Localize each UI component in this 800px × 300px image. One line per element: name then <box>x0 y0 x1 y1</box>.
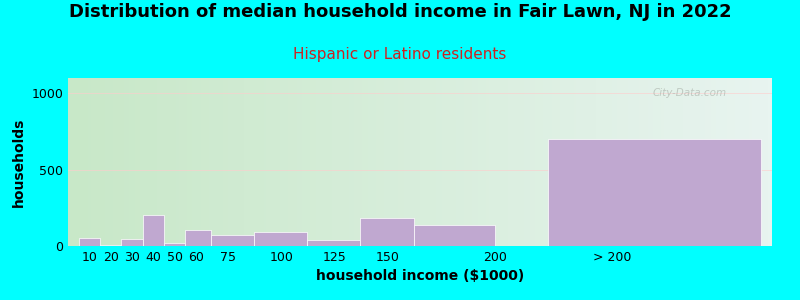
Y-axis label: households: households <box>12 117 26 207</box>
Bar <box>548 139 762 246</box>
Bar <box>122 239 142 246</box>
Bar <box>186 230 211 246</box>
Bar <box>254 232 307 246</box>
Bar <box>414 225 494 246</box>
X-axis label: household income ($1000): household income ($1000) <box>316 269 524 284</box>
Text: Distribution of median household income in Fair Lawn, NJ in 2022: Distribution of median household income … <box>69 3 731 21</box>
Bar <box>142 215 164 246</box>
Bar <box>100 245 122 246</box>
Bar <box>360 218 414 246</box>
Text: Hispanic or Latino residents: Hispanic or Latino residents <box>294 46 506 62</box>
Bar <box>78 238 100 246</box>
Bar <box>211 235 254 246</box>
Bar <box>164 243 186 246</box>
Bar <box>307 240 360 246</box>
Text: City-Data.com: City-Data.com <box>652 88 726 98</box>
